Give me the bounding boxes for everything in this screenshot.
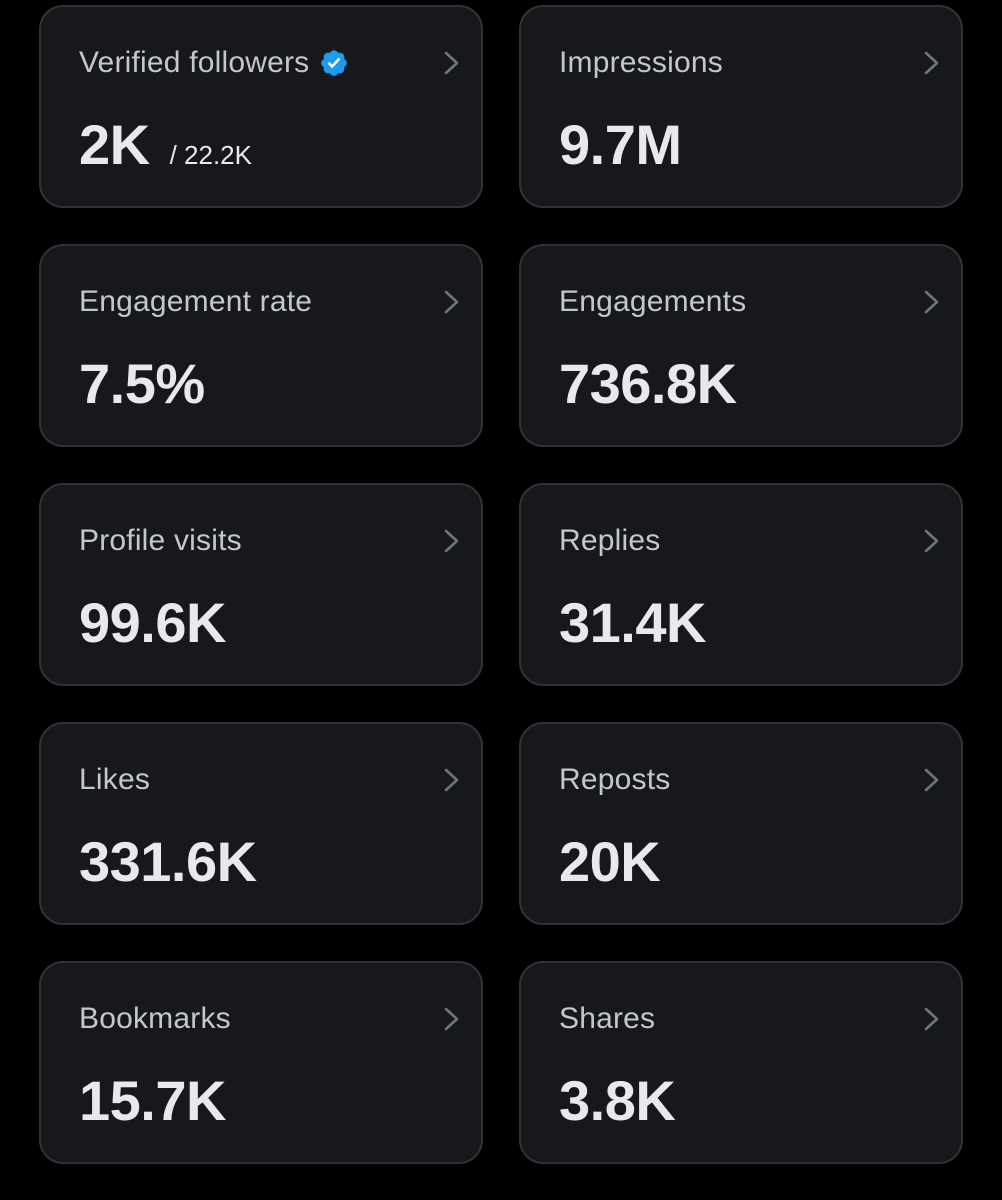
chevron-right-icon (443, 1006, 461, 1032)
metric-card-profile-visits[interactable]: Profile visits 99.6K (39, 483, 483, 686)
metric-label: Shares (559, 1002, 656, 1035)
metric-label-row: Likes (79, 762, 150, 798)
chevron-right-icon (923, 1006, 941, 1032)
metric-label-row: Shares (559, 1001, 655, 1037)
chevron-right-icon (443, 767, 461, 793)
metrics-grid: Verified followers 2K / 22.2K Impression… (39, 5, 963, 1164)
metric-label-row: Engagement rate (79, 284, 312, 320)
metric-value: 736.8K (559, 352, 737, 415)
metric-label: Reposts (559, 763, 671, 796)
chevron-right-icon (923, 767, 941, 793)
metric-label: Replies (559, 524, 661, 557)
metric-label: Engagements (559, 285, 747, 318)
metric-value-row: 9.7M (559, 111, 682, 179)
metric-card-engagement-rate[interactable]: Engagement rate 7.5% (39, 244, 483, 447)
metric-value-row: 31.4K (559, 589, 706, 657)
metric-value: 31.4K (559, 591, 706, 654)
metric-card-replies[interactable]: Replies 31.4K (519, 483, 963, 686)
chevron-right-icon (923, 528, 941, 554)
metric-value-row: 3.8K (559, 1067, 676, 1135)
metric-value-row: 20K (559, 828, 661, 896)
metric-label: Verified followers (79, 46, 310, 79)
metric-value: 7.5% (79, 352, 205, 415)
chevron-right-icon (443, 528, 461, 554)
metric-label-row: Profile visits (79, 523, 242, 559)
metric-label-row: Verified followers (79, 45, 349, 81)
metric-label-row: Engagements (559, 284, 746, 320)
metric-value: 15.7K (79, 1069, 226, 1132)
metric-card-reposts[interactable]: Reposts 20K (519, 722, 963, 925)
metric-label: Likes (79, 763, 151, 796)
metric-total: / 22.2K (169, 140, 252, 170)
metric-card-engagements[interactable]: Engagements 736.8K (519, 244, 963, 447)
metric-label-row: Bookmarks (79, 1001, 231, 1037)
chevron-right-icon (443, 50, 461, 76)
chevron-right-icon (443, 289, 461, 315)
chevron-right-icon (923, 289, 941, 315)
metric-label: Bookmarks (79, 1002, 231, 1035)
metric-value: 2K (79, 113, 150, 176)
metric-value: 20K (559, 830, 661, 893)
verified-badge-icon (319, 48, 349, 78)
metric-value: 331.6K (79, 830, 257, 893)
metric-card-impressions[interactable]: Impressions 9.7M (519, 5, 963, 208)
chevron-right-icon (923, 50, 941, 76)
metric-label: Profile visits (79, 524, 242, 557)
metric-card-bookmarks[interactable]: Bookmarks 15.7K (39, 961, 483, 1164)
metric-value: 3.8K (559, 1069, 676, 1132)
metric-card-verified-followers[interactable]: Verified followers 2K / 22.2K (39, 5, 483, 208)
metric-value-row: 331.6K (79, 828, 257, 896)
metric-label-row: Replies (559, 523, 660, 559)
metric-card-likes[interactable]: Likes 331.6K (39, 722, 483, 925)
metric-value-row: 15.7K (79, 1067, 226, 1135)
metric-label-row: Impressions (559, 45, 723, 81)
metric-label-row: Reposts (559, 762, 670, 798)
metric-value-row: 99.6K (79, 589, 226, 657)
metric-value: 9.7M (559, 113, 682, 176)
metric-label: Engagement rate (79, 285, 313, 318)
metric-value-row: 7.5% (79, 350, 205, 418)
metric-card-shares[interactable]: Shares 3.8K (519, 961, 963, 1164)
metric-value-row: 736.8K (559, 350, 737, 418)
metric-value: 99.6K (79, 591, 226, 654)
metric-value-row: 2K / 22.2K (79, 111, 252, 179)
metric-label: Impressions (559, 46, 723, 79)
